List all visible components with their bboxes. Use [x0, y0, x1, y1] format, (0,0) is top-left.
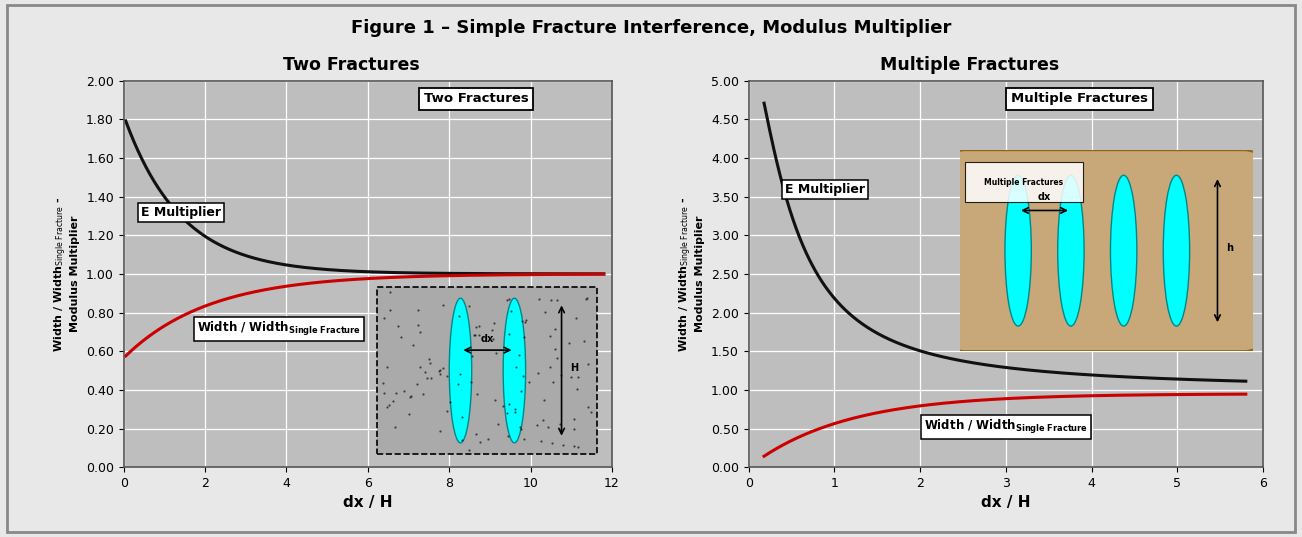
Y-axis label: Width / Width$_{\mathrm{Single\ Fracture}}$ -
Modulus Multiplier: Width / Width$_{\mathrm{Single\ Fracture…: [52, 196, 81, 352]
Text: Multiple Fractures: Multiple Fractures: [1010, 92, 1148, 105]
Text: Multiple Fractures: Multiple Fractures: [880, 56, 1060, 75]
Text: Two Fractures: Two Fractures: [424, 92, 529, 105]
Text: Two Fractures: Two Fractures: [283, 56, 421, 75]
Text: E Multiplier: E Multiplier: [785, 183, 865, 195]
X-axis label: dx / H: dx / H: [980, 496, 1031, 511]
Text: Width / Width$_{\mathregular{Single\ Fracture}}$: Width / Width$_{\mathregular{Single\ Fra…: [197, 320, 361, 338]
Y-axis label: Width / Width$_{\mathrm{Single\ Fracture}}$ -
Modulus Multiplier: Width / Width$_{\mathrm{Single\ Fracture…: [677, 196, 706, 352]
Text: E Multiplier: E Multiplier: [141, 206, 221, 219]
Text: Width / Width$_{\mathregular{Single\ Fracture}}$: Width / Width$_{\mathregular{Single\ Fra…: [924, 418, 1088, 436]
Text: Figure 1 – Simple Fracture Interference, Modulus Multiplier: Figure 1 – Simple Fracture Interference,…: [350, 19, 952, 37]
X-axis label: dx / H: dx / H: [342, 496, 393, 511]
